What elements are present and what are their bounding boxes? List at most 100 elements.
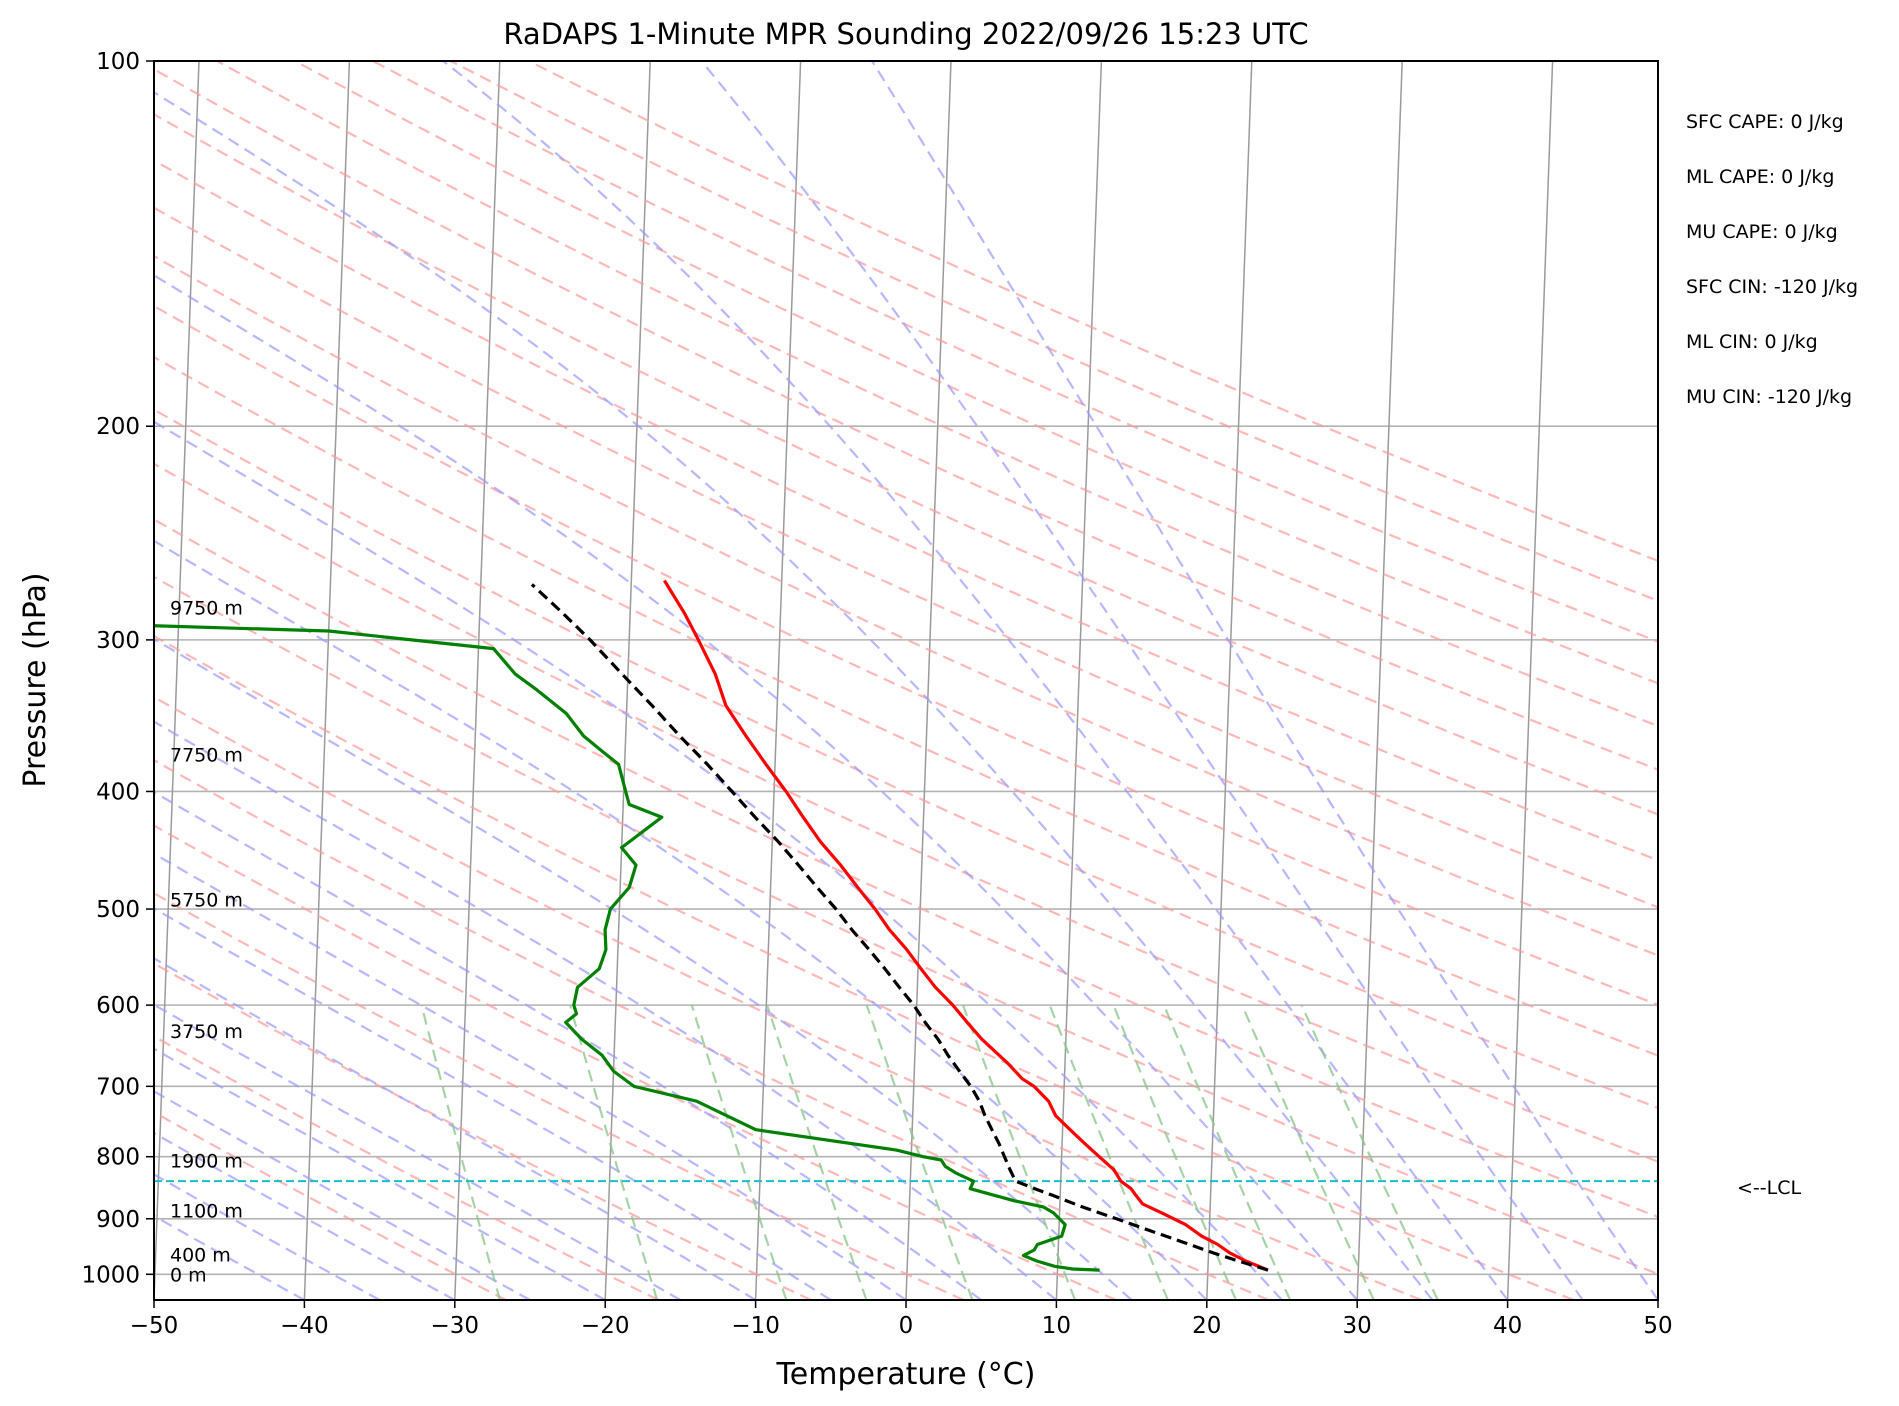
x-tick-label: −50	[130, 1313, 179, 1339]
moist-adiabat-line	[154, 274, 1359, 1300]
x-tick-label: 30	[1343, 1313, 1372, 1339]
dry-adiabat-line	[154, 962, 812, 1300]
moist-adiabat-line	[154, 907, 832, 1300]
parcel-profile-line	[530, 583, 1269, 1272]
dry-adiabat-line	[154, 355, 1658, 1057]
index-text: MU CAPE: 0 J/kg	[1686, 221, 1838, 243]
mixing-ratio-line	[420, 1004, 501, 1300]
height-label: 1900 m	[170, 1151, 243, 1173]
x-axis-label: Temperature (°C)	[776, 1357, 1036, 1392]
isotherm-line	[1657, 1279, 1658, 1300]
annotations: 9750 m 7750 m 5750 m 3750 m 1900 m 1100 m 400 …	[170, 111, 1858, 1286]
height-label: 1100 m	[170, 1201, 243, 1223]
dry-adiabat-line	[154, 634, 1575, 1300]
y-tick-label: 600	[96, 993, 140, 1019]
moist-adiabat-line	[154, 1047, 606, 1300]
chart-title: RaDAPS 1-Minute MPR Sounding 2022/09/26 …	[503, 17, 1308, 51]
y-tick-label: 300	[96, 628, 140, 654]
y-tick-label: 700	[96, 1074, 140, 1100]
index-text: MU CIN: -120 J/kg	[1686, 386, 1852, 408]
height-label: 0 m	[170, 1264, 207, 1286]
index-text: ML CIN: 0 J/kg	[1686, 331, 1818, 353]
y-tick-label: 400	[96, 779, 140, 805]
height-label: 5750 m	[170, 889, 243, 911]
y-tick-label: 800	[96, 1145, 140, 1171]
dry-adiabat-line	[154, 695, 1422, 1300]
y-tick-label: 1000	[81, 1262, 140, 1288]
moist-adiabat-line	[154, 91, 1434, 1300]
isotherm-line	[1808, 61, 1853, 1300]
isotherm-line	[1055, 61, 1103, 1300]
moist-adiabat-line	[154, 1090, 531, 1300]
moist-adiabat-line	[442, 61, 1509, 1300]
isotherm-line	[1356, 61, 1403, 1300]
index-text: SFC CAPE: 0 J/kg	[1686, 111, 1844, 133]
height-label: 400 m	[170, 1244, 231, 1266]
mixing-ratio-line	[1162, 1004, 1292, 1300]
x-tick-label: −10	[731, 1313, 780, 1339]
dry-adiabat-line	[154, 824, 1117, 1300]
dry-adiabat-line	[154, 1035, 660, 1300]
mixing-ratio-line	[865, 1004, 974, 1300]
moist-adiabat-line	[700, 61, 1584, 1300]
dry-adiabat-line	[294, 61, 1658, 685]
y-tick-label: 200	[96, 414, 140, 440]
y-tick-label: 500	[96, 897, 140, 923]
dry-adiabat-line	[154, 575, 1658, 1276]
isotherm-line	[905, 61, 952, 1300]
mixing-ratio-line	[1241, 1004, 1375, 1300]
moist-adiabat-line	[154, 790, 982, 1300]
dry-adiabat-line	[154, 113, 1658, 816]
height-label: 7750 m	[170, 745, 243, 767]
mixing-ratio-line	[568, 1004, 659, 1300]
temperature-line	[663, 579, 1269, 1272]
dry-adiabat-line	[154, 68, 1658, 771]
moist-adiabat-line	[154, 1173, 381, 1300]
height-label: 9750 m	[170, 597, 243, 619]
x-tick-label: 50	[1643, 1313, 1672, 1339]
index-text: SFC CIN: -120 J/kg	[1686, 276, 1858, 298]
dry-adiabat-line	[154, 1110, 507, 1300]
moist-adiabat-line	[154, 1003, 681, 1300]
isotherm-line	[454, 61, 501, 1300]
dry-adiabat-line	[154, 462, 1658, 1163]
moist-adiabat-line	[154, 420, 1283, 1300]
background-lines	[154, 61, 1853, 1300]
x-tick-label: −20	[581, 1313, 630, 1339]
mixing-ratio-line	[961, 1004, 1077, 1300]
moist-adiabat-line	[154, 957, 757, 1300]
x-tick-label: −30	[431, 1313, 480, 1339]
x-tick-label: −40	[280, 1313, 329, 1339]
x-tick-label: 10	[1042, 1313, 1071, 1339]
mixing-ratio-line	[1112, 1004, 1238, 1300]
dry-adiabat-line	[154, 254, 1658, 957]
moist-adiabat-line	[154, 720, 1058, 1300]
axes: −50 −40 −30 −20 −10 0 10 20 30 40 50 100 200 300 400 50…	[81, 49, 1672, 1339]
dry-adiabat-line	[154, 758, 1270, 1300]
isotherm-line	[154, 61, 200, 1300]
moist-adiabat-line	[154, 539, 1208, 1300]
moist-adiabat-line	[154, 852, 907, 1300]
x-tick-label: 20	[1192, 1313, 1221, 1339]
dewpoint-line	[154, 624, 1100, 1272]
dry-adiabat-line	[216, 61, 1658, 728]
moist-adiabat-line	[154, 1131, 456, 1300]
lcl-label: <--LCL	[1737, 1177, 1801, 1199]
height-label: 3750 m	[170, 1021, 243, 1043]
dry-adiabat-line	[154, 159, 1658, 862]
dry-adiabat-line	[450, 61, 1658, 602]
mixing-ratio-line	[1300, 1004, 1439, 1300]
dry-adiabat-line	[154, 518, 1658, 1219]
y-tick-label: 100	[96, 49, 140, 75]
dry-adiabat-line	[154, 408, 1658, 1110]
mixing-ratio-line	[766, 1004, 868, 1300]
data-lines	[154, 579, 1658, 1272]
dry-adiabat-line	[154, 304, 1658, 1007]
index-text: ML CAPE: 0 J/kg	[1686, 166, 1834, 188]
y-tick-label: 900	[96, 1207, 140, 1233]
moist-adiabat-line	[871, 61, 1658, 1300]
isotherm-line	[1206, 61, 1253, 1300]
dry-adiabat-line	[154, 206, 1658, 909]
x-tick-label: 40	[1493, 1313, 1522, 1339]
